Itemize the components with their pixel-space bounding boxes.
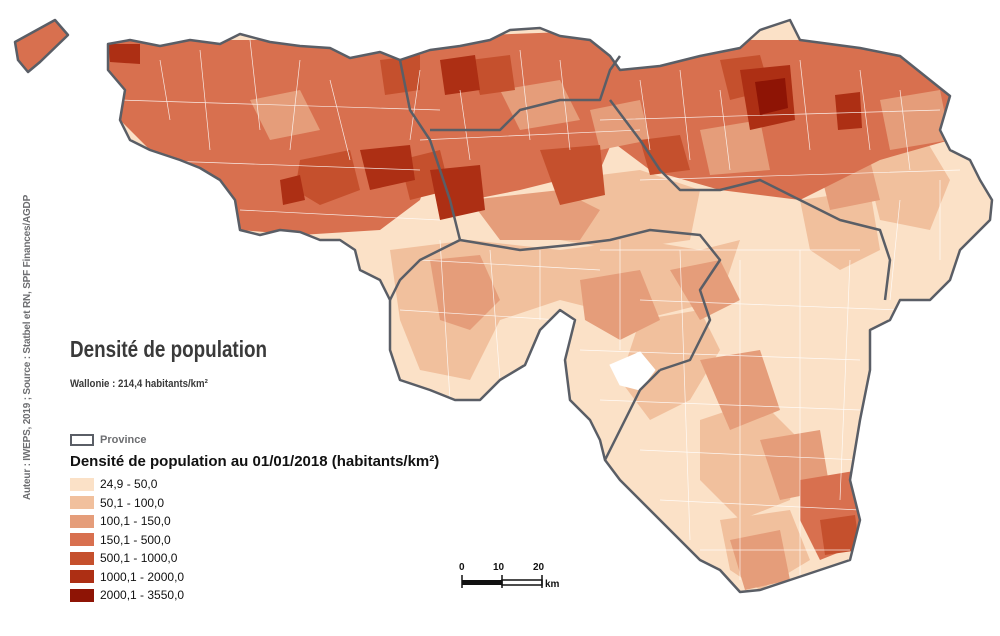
- legend-label: 2000,1 - 3550,0: [100, 588, 185, 603]
- legend-swatch: [70, 496, 94, 510]
- scale-unit: km: [545, 579, 560, 590]
- legend-swatch: [70, 570, 94, 584]
- legend-item: 150,1 - 500,0: [70, 531, 184, 550]
- legend-swatch: [70, 477, 94, 491]
- legend-swatch: [70, 588, 94, 602]
- density-legend: 24,9 - 50,0 50,1 - 100,0 100,1 - 150,0 1…: [70, 475, 184, 605]
- legend-item: 500,1 - 1000,0: [70, 549, 184, 568]
- map-subtitle: Wallonie : 214,4 habitants/km²: [70, 378, 208, 390]
- scale-tick-0: 0: [459, 562, 465, 573]
- legend-label: 100,1 - 150,0: [100, 514, 171, 529]
- legend-label: 1000,1 - 2000,0: [100, 569, 185, 584]
- legend-swatch: [70, 551, 94, 565]
- legend-item: 1000,1 - 2000,0: [70, 568, 184, 587]
- legend-label: 50,1 - 100,0: [100, 495, 165, 510]
- scale-tick-20: 20: [533, 562, 545, 573]
- legend-swatch: [70, 514, 94, 528]
- map-title: Densité de population: [70, 336, 267, 362]
- scale-bar-segment-0: [462, 580, 502, 585]
- legend-label: 24,9 - 50,0: [100, 477, 158, 492]
- province-legend-swatch: [70, 434, 94, 446]
- legend-title: Densité de population au 01/01/2018 (hab…: [70, 453, 440, 470]
- legend-item: 100,1 - 150,0: [70, 512, 184, 531]
- legend-item: 24,9 - 50,0: [70, 475, 184, 494]
- scale-bar: 0 10 20 km: [459, 562, 560, 590]
- legend-item: 2000,1 - 3550,0: [70, 586, 184, 605]
- legend-swatch: [70, 533, 94, 547]
- map-credit: Auteur : IWEPS, 2019 ; Source : Statbel …: [22, 194, 33, 500]
- legend-label: 500,1 - 1000,0: [100, 551, 178, 566]
- legend-item: 50,1 - 100,0: [70, 494, 184, 513]
- legend-label: 150,1 - 500,0: [100, 532, 171, 547]
- province-legend: Province: [70, 432, 146, 448]
- scale-tick-10: 10: [493, 562, 505, 573]
- scale-bar-segment-1: [501, 579, 543, 586]
- province-legend-label: Province: [100, 434, 147, 446]
